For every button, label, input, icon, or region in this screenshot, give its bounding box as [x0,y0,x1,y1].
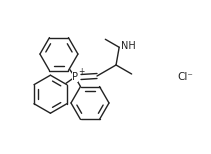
Text: NH: NH [121,41,136,51]
Text: Cl⁻: Cl⁻ [178,72,194,82]
Text: +: + [78,67,84,75]
Text: P: P [72,72,78,82]
